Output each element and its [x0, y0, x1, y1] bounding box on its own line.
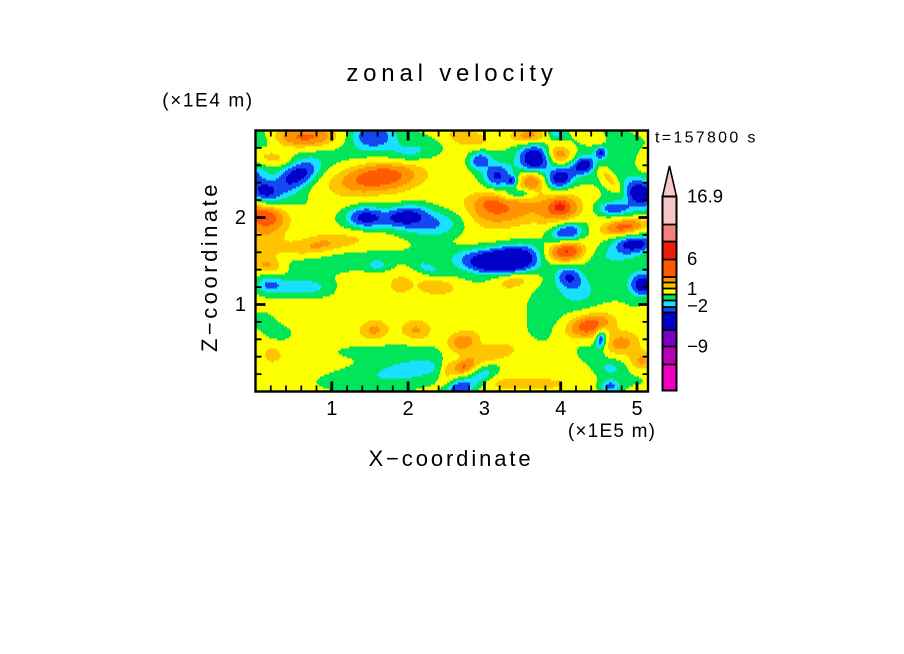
svg-text:X−coordinate: X−coordinate: [368, 446, 533, 471]
svg-text:−2: −2: [687, 295, 708, 316]
svg-text:t=157800 s: t=157800 s: [655, 130, 758, 147]
svg-text:5: 5: [631, 398, 642, 420]
svg-text:(×1E5 m): (×1E5 m): [568, 421, 656, 442]
svg-text:(×1E4 m): (×1E4 m): [162, 91, 253, 112]
svg-text:−9: −9: [687, 336, 708, 357]
svg-text:1: 1: [326, 398, 337, 420]
svg-text:1: 1: [235, 294, 246, 316]
svg-text:2: 2: [403, 398, 414, 420]
svg-text:2: 2: [235, 207, 246, 229]
svg-text:1: 1: [687, 278, 697, 299]
svg-text:6: 6: [687, 248, 697, 269]
svg-text:4: 4: [555, 398, 566, 420]
svg-text:16.9: 16.9: [687, 186, 723, 207]
svg-text:zonal velocity: zonal velocity: [346, 60, 557, 87]
svg-text:Z−coordinate: Z−coordinate: [197, 181, 222, 352]
svg-text:3: 3: [479, 398, 490, 420]
